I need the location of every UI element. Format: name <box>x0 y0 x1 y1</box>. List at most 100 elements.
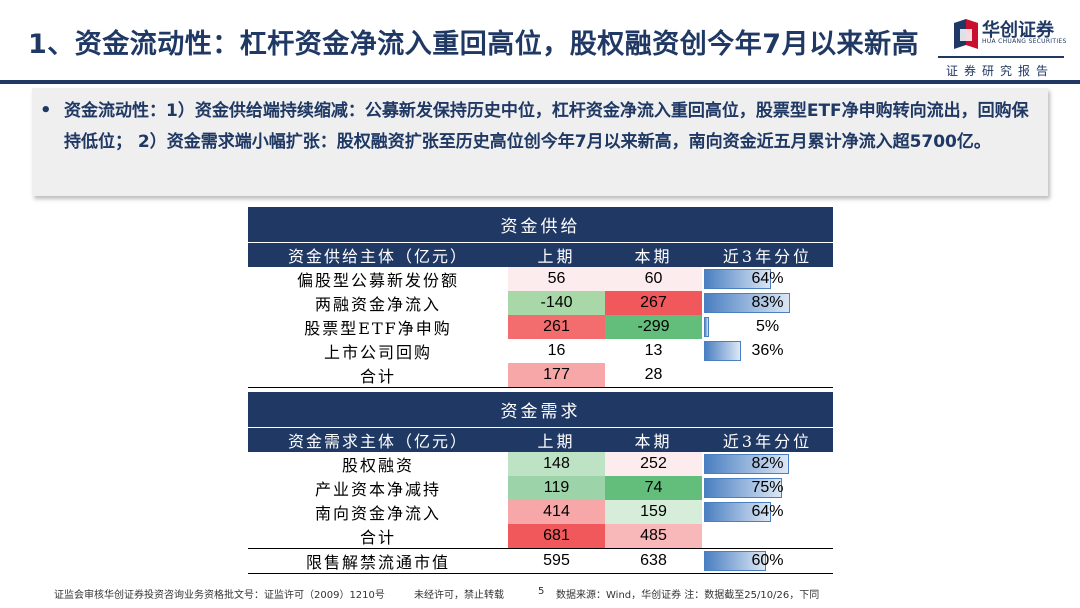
percentile-text: 83% <box>751 294 784 311</box>
percentile-cell: 64% <box>702 500 833 524</box>
prev-value-cell: 261 <box>508 315 605 339</box>
table-row: 两融资金净流入 -140 267 83% <box>248 291 833 315</box>
prev-value-cell: 56 <box>508 267 605 291</box>
row-label: 上市公司回购 <box>323 343 432 362</box>
percentile-cell <box>702 524 833 548</box>
percentile-text: 64% <box>751 270 784 287</box>
prev-value-cell: 177 <box>508 363 605 387</box>
table-row: 南向资金净流入 414 159 64% <box>248 500 833 524</box>
bullet-icon: • <box>40 100 52 121</box>
prev-value-cell: 681 <box>508 524 605 548</box>
demand-column-headers: 资金需求主体（亿元） 上期 本期 近3年分位 <box>248 427 833 452</box>
percentile-text: 36% <box>751 342 784 359</box>
demand-header-curr: 本期 <box>634 432 673 451</box>
table-row: 限售解禁流通市值 595 638 60% <box>248 549 833 573</box>
prev-value-cell: 595 <box>508 549 605 573</box>
curr-value-cell: 28 <box>605 363 702 387</box>
curr-value-cell: 159 <box>605 500 702 524</box>
curr-value-cell: 638 <box>605 549 702 573</box>
demand-rows: 股权融资 148 252 82% 产业资本净减持 119 74 75% 南向资金净流入 414 15… <box>248 452 833 548</box>
row-label: 股票型ETF净申购 <box>304 319 452 338</box>
page-number: 5 <box>538 586 545 597</box>
table-row: 股票型ETF净申购 261 -299 5% <box>248 315 833 339</box>
table-row: 上市公司回购 16 13 36% <box>248 339 833 363</box>
curr-value-cell: -299 <box>605 315 702 339</box>
percentile-text: 75% <box>751 479 784 496</box>
percentile-bar <box>704 293 791 313</box>
row-label: 产业资本净减持 <box>314 480 441 499</box>
supply-band-header: 资金供给 <box>248 207 833 242</box>
total-divider <box>248 548 833 549</box>
company-logo: 华创证券 HUA CHUANG SECURITIES <box>938 16 1067 56</box>
row-label: 合计 <box>359 528 396 547</box>
demand-header-pct: 近3年分位 <box>722 432 813 451</box>
percentile-bar <box>704 478 782 498</box>
summary-text: 资金流动性：1）资金供给端持续缩减：公募新发保持历史中位，杠杆资金净流入重回高位… <box>64 101 1029 152</box>
supply-header-prev: 上期 <box>537 247 576 266</box>
prev-value-cell: 414 <box>508 500 605 524</box>
table-row: 合计 177 28 <box>248 363 833 387</box>
percentile-cell: 64% <box>702 267 833 291</box>
report-tag: 证券研究报告 <box>946 64 1055 78</box>
logo-underline <box>938 56 1064 58</box>
row-label: 南向资金净流入 <box>314 504 441 523</box>
percentile-cell: 5% <box>702 315 833 339</box>
percentile-bar <box>704 454 790 474</box>
table-row: 产业资本净减持 119 74 75% <box>248 476 833 500</box>
prev-value-cell: 16 <box>508 339 605 363</box>
supply-column-headers: 资金供给主体（亿元） 上期 本期 近3年分位 <box>248 242 833 267</box>
percentile-text: 82% <box>751 455 784 472</box>
prev-value-cell: -140 <box>508 291 605 315</box>
percentile-cell: 75% <box>702 476 833 500</box>
logo-name: 华创证券 <box>982 20 1054 41</box>
table-row: 股权融资 148 252 82% <box>248 452 833 476</box>
liquidity-table: 资金供给 资金供给主体（亿元） 上期 本期 近3年分位 偏股型公募新发份额 56 6… <box>248 207 833 574</box>
footer-license: 证监会审核华创证券投资咨询业务资格批文号：证监许可（2009）1210号 <box>54 590 385 601</box>
curr-value-cell: 485 <box>605 524 702 548</box>
percentile-cell: 82% <box>702 452 833 476</box>
percentile-text: 5% <box>755 318 780 335</box>
curr-value-cell: 267 <box>605 291 702 315</box>
row-label: 偏股型公募新发份额 <box>296 271 459 290</box>
prev-value-cell: 148 <box>508 452 605 476</box>
curr-value-cell: 13 <box>605 339 702 363</box>
percentile-bar <box>704 502 771 522</box>
logo-english-name: HUA CHUANG SECURITIES <box>982 38 1067 45</box>
page-title: 1、资金流动性：杠杆资金净流入重回高位，股权融资创今年7月以来新高 <box>28 29 920 60</box>
demand-header-prev: 上期 <box>537 432 576 451</box>
percentile-cell: 83% <box>702 291 833 315</box>
footer-notice: 未经许可，禁止转载 <box>414 590 504 601</box>
row-label: 合计 <box>359 367 396 386</box>
footer-source: 数据来源：Wind，华创证券 注：数据截至25/10/26，下同 <box>556 590 820 601</box>
percentile-text: 64% <box>751 503 784 520</box>
supply-rows: 偏股型公募新发份额 56 60 64% 两融资金净流入 -140 267 83% 股票型ETF净… <box>248 267 833 387</box>
table-row: 合计 681 485 <box>248 524 833 548</box>
supply-header-curr: 本期 <box>634 247 673 266</box>
percentile-cell <box>702 363 833 387</box>
table-row: 偏股型公募新发份额 56 60 64% <box>248 267 833 291</box>
percentile-text: 60% <box>751 552 784 569</box>
logo-mark-icon <box>954 19 978 49</box>
curr-value-cell: 60 <box>605 267 702 291</box>
table-bottom-border <box>248 573 833 574</box>
demand-header-name: 资金需求主体（亿元） <box>287 432 468 451</box>
percentile-bar <box>704 551 767 571</box>
prev-value-cell: 119 <box>508 476 605 500</box>
row-label: 股权融资 <box>341 456 414 475</box>
unlock-row-container: 限售解禁流通市值 595 638 60% <box>248 549 833 573</box>
curr-value-cell: 74 <box>605 476 702 500</box>
percentile-cell: 36% <box>702 339 833 363</box>
section-divider <box>248 387 833 388</box>
demand-band-header: 资金需求 <box>248 392 833 427</box>
supply-header-pct: 近3年分位 <box>722 247 813 266</box>
summary-box: • 资金流动性：1）资金供给端持续缩减：公募新发保持历史中位，杠杆资金净流入重回… <box>32 88 1048 196</box>
percentile-bar <box>704 269 771 289</box>
percentile-bar <box>704 341 742 361</box>
title-divider <box>0 80 1080 84</box>
row-label: 两融资金净流入 <box>314 295 441 314</box>
row-label: 限售解禁流通市值 <box>305 553 450 572</box>
percentile-cell: 60% <box>702 549 833 573</box>
percentile-bar <box>704 317 710 337</box>
supply-header-name: 资金供给主体（亿元） <box>287 247 468 266</box>
curr-value-cell: 252 <box>605 452 702 476</box>
